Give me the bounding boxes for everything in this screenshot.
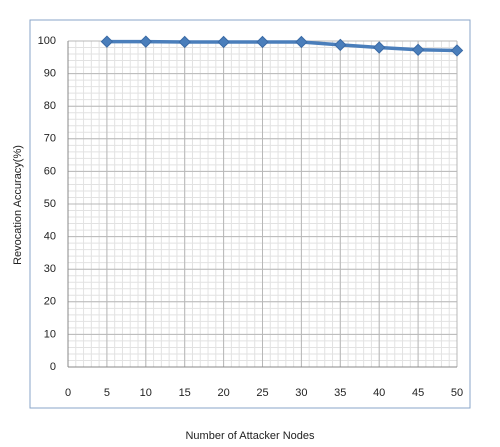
- x-axis-label: Number of Attacker Nodes: [185, 430, 315, 442]
- point-marker: [372, 41, 386, 54]
- point-marker: [178, 35, 191, 49]
- chart-border: [29, 19, 471, 409]
- y-tick-label: 20: [44, 296, 56, 308]
- point-marker: [450, 44, 464, 57]
- y-axis-label: Revocation Accuracy(%): [12, 145, 24, 265]
- y-tick-label: 40: [44, 231, 56, 243]
- x-tick-label: 15: [179, 387, 191, 399]
- x-tick-label: 25: [256, 387, 268, 399]
- x-tick-label: 40: [373, 387, 385, 399]
- x-tick-label: 30: [295, 387, 307, 399]
- y-tick-label: 10: [44, 328, 56, 340]
- y-tick-label: 90: [44, 68, 56, 80]
- x-tick-label: 35: [334, 387, 346, 399]
- x-tick-label: 10: [140, 387, 152, 399]
- point-marker: [256, 35, 269, 49]
- x-tick-label: 0: [65, 387, 71, 399]
- y-tick-label: 60: [44, 165, 56, 177]
- point-marker: [217, 35, 230, 49]
- y-tick-label: 0: [50, 361, 56, 373]
- point-marker: [139, 35, 153, 48]
- x-tick-label: 20: [217, 387, 229, 399]
- x-tick-label: 50: [451, 387, 463, 399]
- y-tick-label: 80: [44, 100, 56, 112]
- x-tick-label: 45: [412, 387, 424, 399]
- point-marker: [100, 35, 114, 48]
- y-tick-label: 100: [38, 35, 56, 47]
- series-line: [106, 39, 458, 53]
- point-marker: [295, 35, 308, 49]
- point-marker: [334, 38, 347, 52]
- y-tick-label: 70: [44, 133, 56, 145]
- y-tick-label: 30: [44, 263, 56, 275]
- x-tick-label: 5: [104, 387, 110, 399]
- y-tick-label: 50: [44, 198, 56, 210]
- point-marker: [411, 43, 425, 57]
